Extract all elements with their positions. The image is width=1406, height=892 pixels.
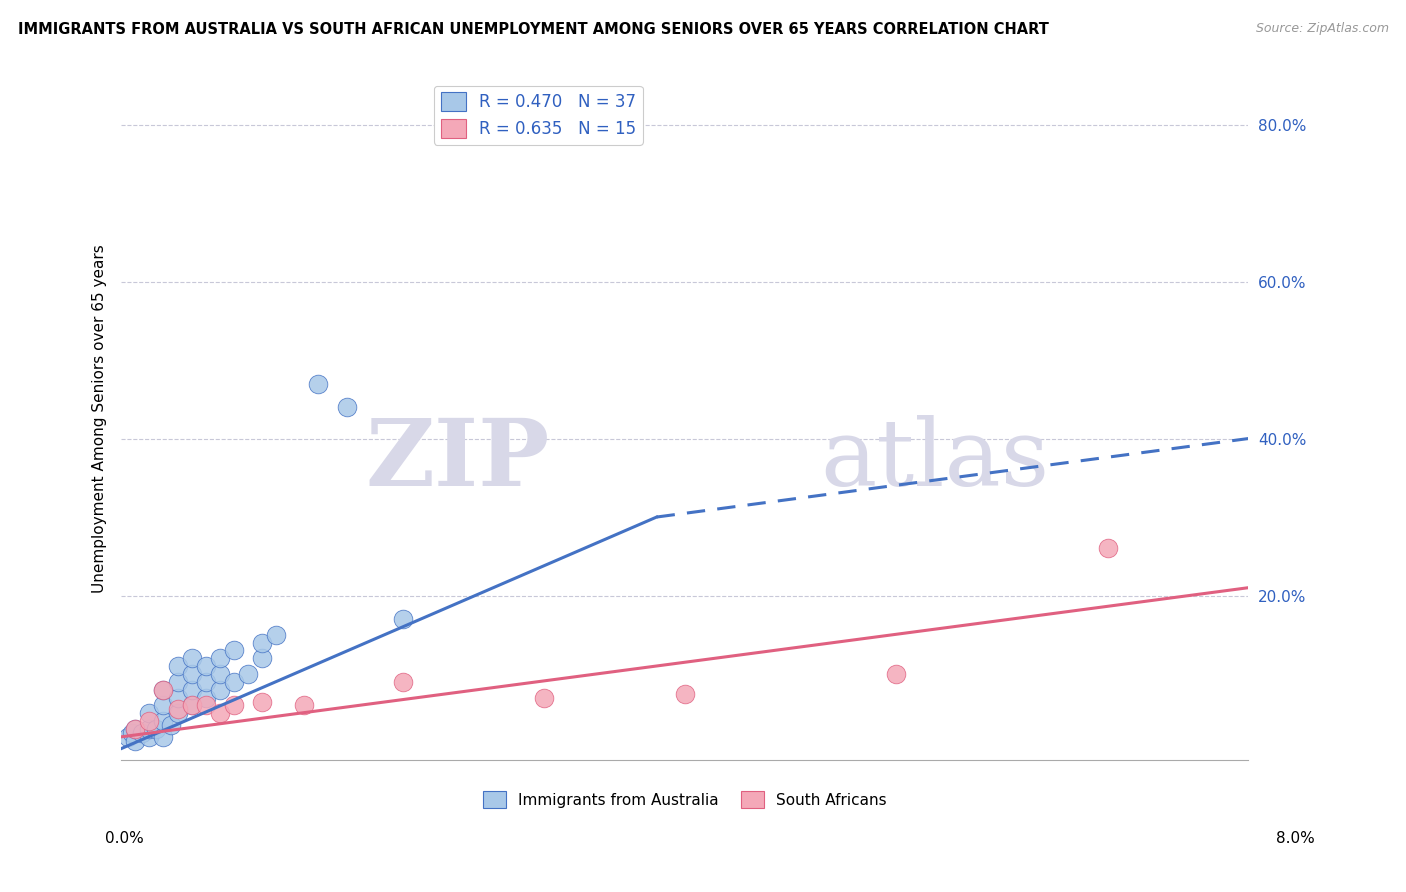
- Point: [208, 651, 231, 665]
- Point: [124, 722, 146, 736]
- Point: [166, 702, 188, 716]
- Point: [138, 714, 160, 728]
- Point: [152, 682, 174, 697]
- Point: [117, 730, 139, 744]
- Point: [236, 667, 259, 681]
- Point: [208, 667, 231, 681]
- Point: [166, 659, 188, 673]
- Point: [166, 706, 188, 721]
- Point: [138, 722, 160, 736]
- Point: [124, 733, 146, 747]
- Text: Source: ZipAtlas.com: Source: ZipAtlas.com: [1256, 22, 1389, 36]
- Text: ZIP: ZIP: [366, 415, 550, 505]
- Point: [121, 726, 143, 740]
- Point: [336, 400, 359, 414]
- Point: [166, 690, 188, 705]
- Text: IMMIGRANTS FROM AUSTRALIA VS SOUTH AFRICAN UNEMPLOYMENT AMONG SENIORS OVER 65 YE: IMMIGRANTS FROM AUSTRALIA VS SOUTH AFRIC…: [18, 22, 1049, 37]
- Point: [145, 722, 167, 736]
- Point: [138, 730, 160, 744]
- Point: [208, 682, 231, 697]
- Point: [152, 730, 174, 744]
- Point: [392, 612, 415, 626]
- Point: [250, 694, 273, 708]
- Point: [250, 651, 273, 665]
- Point: [250, 635, 273, 649]
- Point: [208, 706, 231, 721]
- Y-axis label: Unemployment Among Seniors over 65 years: Unemployment Among Seniors over 65 years: [93, 244, 107, 593]
- Point: [138, 706, 160, 721]
- Point: [152, 714, 174, 728]
- Point: [159, 718, 181, 732]
- Text: 0.0%: 0.0%: [105, 831, 145, 846]
- Point: [180, 667, 202, 681]
- Point: [673, 687, 696, 701]
- Point: [292, 698, 315, 713]
- Point: [1097, 541, 1119, 556]
- Point: [166, 674, 188, 689]
- Point: [308, 376, 330, 391]
- Point: [131, 726, 153, 740]
- Point: [180, 698, 202, 713]
- Point: [152, 698, 174, 713]
- Point: [194, 690, 217, 705]
- Text: atlas: atlas: [820, 415, 1049, 505]
- Point: [222, 643, 245, 657]
- Point: [222, 698, 245, 713]
- Point: [533, 690, 555, 705]
- Point: [884, 667, 907, 681]
- Point: [180, 651, 202, 665]
- Point: [194, 674, 217, 689]
- Legend: Immigrants from Australia, South Africans: Immigrants from Australia, South African…: [477, 785, 893, 814]
- Point: [194, 698, 217, 713]
- Point: [194, 659, 217, 673]
- Point: [222, 674, 245, 689]
- Point: [180, 698, 202, 713]
- Point: [124, 722, 146, 736]
- Point: [264, 628, 287, 642]
- Point: [180, 682, 202, 697]
- Point: [392, 674, 415, 689]
- Point: [152, 682, 174, 697]
- Text: 8.0%: 8.0%: [1275, 831, 1315, 846]
